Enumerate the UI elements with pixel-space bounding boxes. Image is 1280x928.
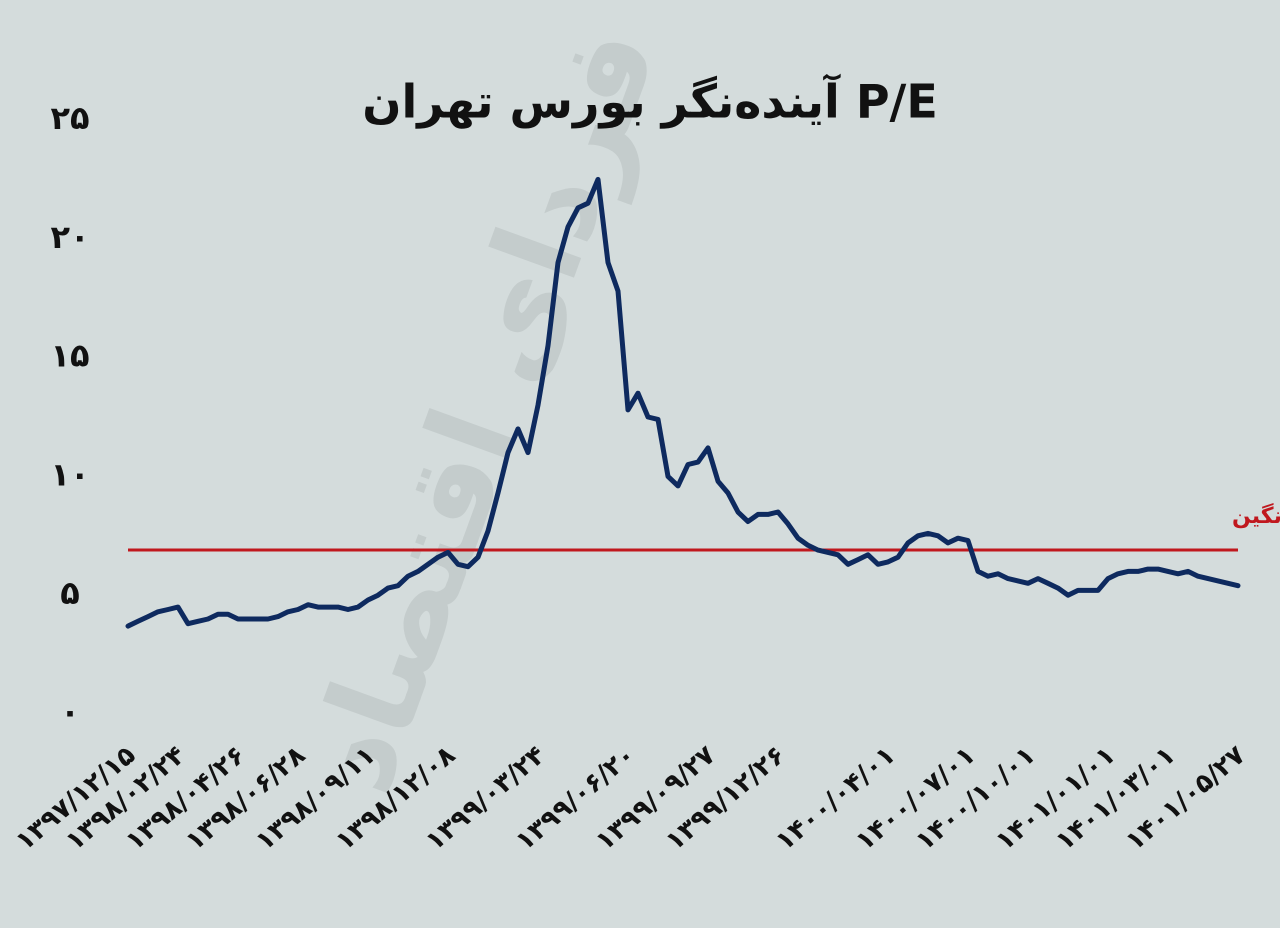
line-series <box>125 176 1241 629</box>
y-tick-label: ۱۰ <box>50 455 89 493</box>
y-tick-label: ۲۵ <box>50 99 89 137</box>
y-tick-label: ۰ <box>60 693 80 731</box>
y-tick-label: ۲۰ <box>50 218 89 256</box>
y-tick-label: ۱۵ <box>50 337 89 375</box>
y-tick-label: ۵ <box>60 574 80 612</box>
average-label: میانگین <box>1232 502 1280 529</box>
chart-title: P/E آینده‌نگر بورس تهران <box>362 74 938 129</box>
